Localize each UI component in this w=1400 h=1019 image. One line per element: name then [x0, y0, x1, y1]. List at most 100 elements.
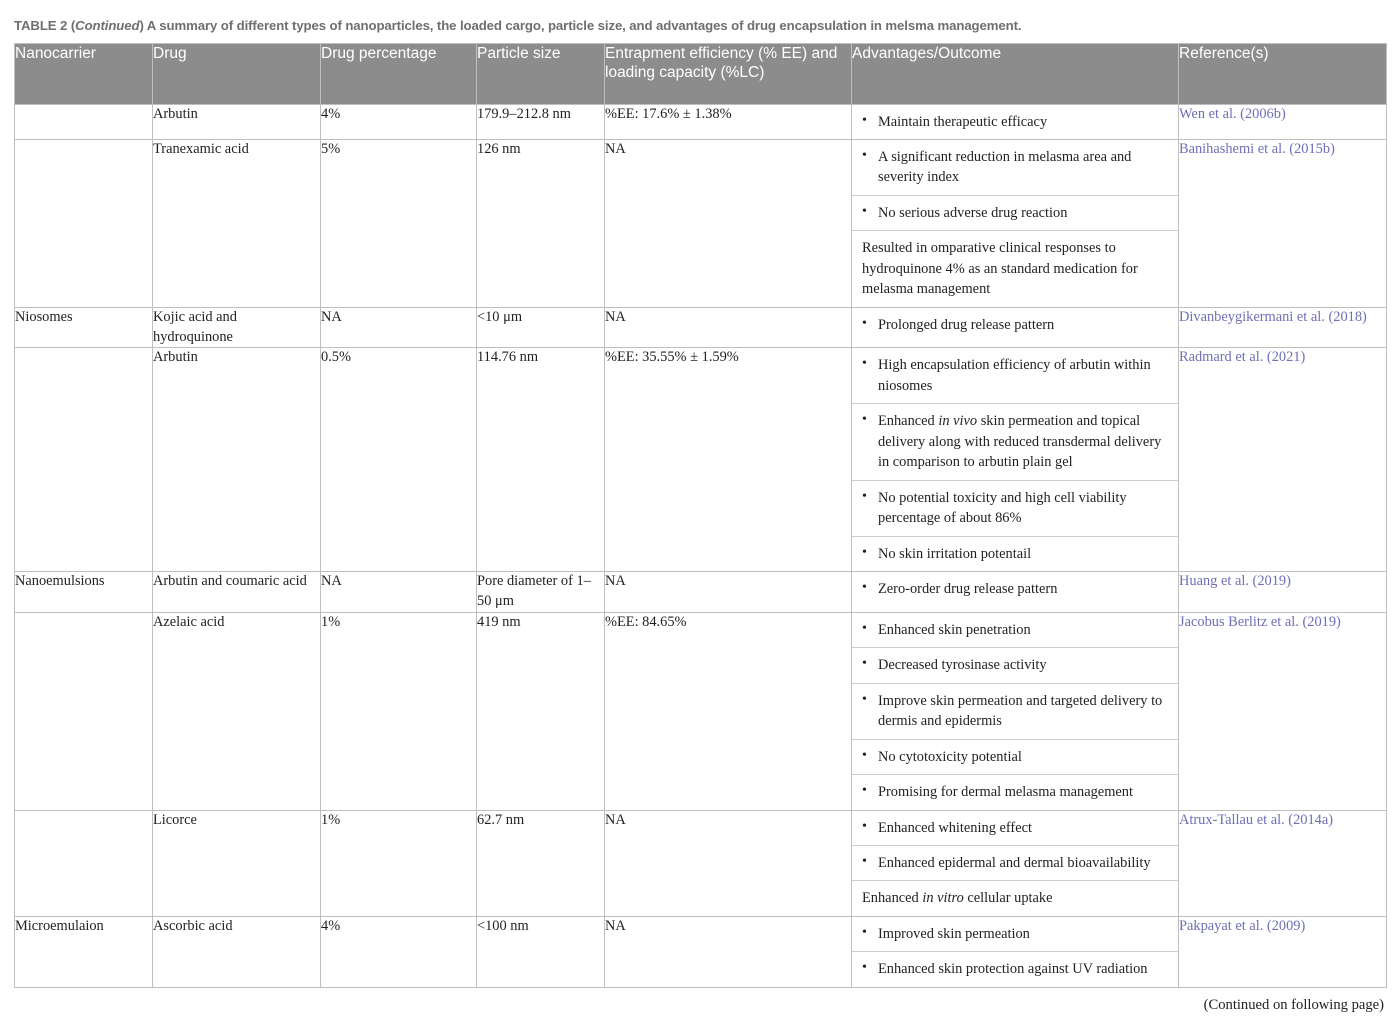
advantage-item: Enhanced in vivo skin permeation and top… — [852, 404, 1178, 481]
cell-entrapment: %EE: 84.65% — [604, 611, 852, 811]
column-header-drug-percentage: Drug percentage — [320, 42, 477, 105]
reference-link[interactable]: Banihashemi et al. (2015b) — [1178, 138, 1387, 308]
advantage-item: Prolonged drug release pattern — [852, 308, 1178, 342]
caption-continued: Continued — [75, 18, 140, 33]
advantage-item: High encapsulation efficiency of arbutin… — [852, 348, 1178, 405]
cell-drug: Kojic acid and hydroquinone — [152, 306, 321, 349]
column-header-particle-size: Particle size — [476, 42, 605, 105]
cell-particle-size: 126 nm — [476, 138, 605, 308]
reference-link[interactable]: Radmard et al. (2021) — [1178, 347, 1387, 573]
cell-drug: Arbutin — [152, 103, 321, 140]
cell-drug-percentage: NA — [320, 571, 477, 613]
advantage-item: Enhanced skin protection against UV radi… — [852, 952, 1178, 986]
cell-drug-percentage: 1% — [320, 611, 477, 811]
advantage-item: Enhanced epidermal and dermal bioavailab… — [852, 846, 1178, 882]
cell-drug-percentage: 4% — [320, 915, 477, 988]
table-row: Nanoemulsions Arbutin and coumaric acid NA… — [14, 571, 1387, 613]
cell-advantages: Improved skin permeationEnhanced skin pr… — [851, 915, 1179, 988]
advantage-item: Enhanced skin penetration — [852, 613, 1178, 649]
advantage-item: No serious adverse drug reaction — [852, 196, 1178, 232]
cell-drug: Azelaic acid — [152, 611, 321, 811]
reference-link[interactable]: Huang et al. (2019) — [1178, 571, 1387, 613]
cell-entrapment: NA — [604, 306, 852, 349]
advantage-item: No potential toxicity and high cell viab… — [852, 481, 1178, 537]
advantage-list: High encapsulation efficiency of arbutin… — [852, 348, 1178, 571]
cell-entrapment: NA — [604, 915, 852, 988]
advantage-item: Improve skin permeation and targeted del… — [852, 684, 1178, 740]
cell-advantages: Enhanced skin penetrationDecreased tyros… — [851, 611, 1179, 811]
advantage-item: A significant reduction in melasma area … — [852, 140, 1178, 196]
advantage-item: Decreased tyrosinase activity — [852, 648, 1178, 684]
cell-advantages: High encapsulation efficiency of arbutin… — [851, 347, 1179, 573]
advantage-item: Improved skin permeation — [852, 917, 1178, 953]
reference-link[interactable]: Pakpayat et al. (2009) — [1178, 915, 1387, 988]
advantage-list: Enhanced whitening effectEnhanced epider… — [852, 811, 1178, 916]
table-caption: TABLE 2 (Continued) A summary of differe… — [14, 0, 1386, 43]
nanocarrier-table: Nanocarrier Drug Drug percentage Particl… — [14, 42, 1387, 988]
cell-advantages: Maintain therapeutic efficacy — [851, 103, 1179, 140]
cell-nanocarrier: Nanoemulsions — [14, 571, 153, 613]
cell-advantages: A significant reduction in melasma area … — [851, 138, 1179, 308]
advantage-item: Zero-order drug release pattern — [852, 572, 1178, 606]
table-row: Niosomes Kojic acid and hydroquinone NA <10… — [14, 306, 1387, 349]
cell-drug-percentage: 0.5% — [320, 347, 477, 573]
cell-drug-percentage: NA — [320, 306, 477, 349]
table-row: Arbutin 4% 179.9–212.8 nm %EE: 17.6% ± 1.38… — [14, 103, 1387, 140]
table-header-row: Nanocarrier Drug Drug percentage Particl… — [14, 42, 1387, 105]
cell-particle-size: 179.9–212.8 nm — [476, 103, 605, 140]
cell-advantages: Enhanced whitening effectEnhanced epider… — [851, 809, 1179, 917]
cell-nanocarrier — [14, 138, 153, 308]
cell-particle-size: 419 nm — [476, 611, 605, 811]
cell-entrapment: NA — [604, 138, 852, 308]
column-header-advantages-outcome: Advantages/Outcome — [851, 42, 1179, 105]
advantage-list: Maintain therapeutic efficacy — [852, 105, 1178, 139]
advantage-item: Enhanced in vitro cellular uptake — [862, 890, 1053, 907]
cell-nanocarrier — [14, 347, 153, 573]
cell-nanocarrier: Microemulaion — [14, 915, 153, 988]
italic-term: in vitro — [922, 890, 964, 907]
cell-particle-size: Pore diameter of 1–50 μm — [476, 571, 605, 613]
advantage-list: A significant reduction in melasma area … — [852, 140, 1178, 307]
reference-link[interactable]: Wen et al. (2006b) — [1178, 103, 1387, 140]
cell-drug: Ascorbic acid — [152, 915, 321, 988]
advantage-item: Resulted in omparative clinical response… — [862, 240, 1138, 298]
cell-particle-size: 62.7 nm — [476, 809, 605, 917]
reference-link[interactable]: Atrux-Tallau et al. (2014a) — [1178, 809, 1387, 917]
advantage-item: Enhanced whitening effect — [852, 811, 1178, 846]
cell-drug: Licorce — [152, 809, 321, 917]
cell-entrapment: %EE: 35.55% ± 1.59% — [604, 347, 852, 573]
caption-prefix: TABLE 2 ( — [14, 18, 76, 33]
table-body: Arbutin 4% 179.9–212.8 nm %EE: 17.6% ± 1.38… — [14, 103, 1387, 988]
cell-particle-size: <10 μm — [476, 306, 605, 349]
cell-drug-percentage: 1% — [320, 809, 477, 917]
cell-drug-percentage: 5% — [320, 138, 477, 308]
advantage-list: Prolonged drug release pattern — [852, 308, 1178, 342]
cell-nanocarrier — [14, 809, 153, 917]
cell-entrapment: NA — [604, 571, 852, 613]
cell-drug-percentage: 4% — [320, 103, 477, 140]
cell-advantages: Zero-order drug release pattern — [851, 571, 1179, 613]
cell-advantages: Prolonged drug release pattern — [851, 306, 1179, 349]
column-header-references: Reference(s) — [1178, 42, 1387, 105]
cell-entrapment: %EE: 17.6% ± 1.38% — [604, 103, 852, 140]
column-header-drug: Drug — [152, 42, 321, 105]
reference-link[interactable]: Jacobus Berlitz et al. (2019) — [1178, 611, 1387, 811]
caption-suffix: ) A summary of different types of nanopa… — [139, 18, 1022, 33]
advantage-item: No skin irritation potentail — [852, 537, 1178, 571]
cell-drug: Arbutin — [152, 347, 321, 573]
advantage-item: No cytotoxicity potential — [852, 740, 1178, 776]
cell-drug: Arbutin and coumaric acid — [152, 571, 321, 613]
cell-particle-size: <100 nm — [476, 915, 605, 988]
italic-term: in vivo — [938, 413, 978, 430]
advantage-list: Enhanced skin penetrationDecreased tyros… — [852, 613, 1178, 810]
cell-entrapment: NA — [604, 809, 852, 917]
cell-nanocarrier — [14, 611, 153, 811]
advantage-list: Zero-order drug release pattern — [852, 572, 1178, 606]
reference-link[interactable]: Divanbeygikermani et al. (2018) — [1178, 306, 1387, 349]
